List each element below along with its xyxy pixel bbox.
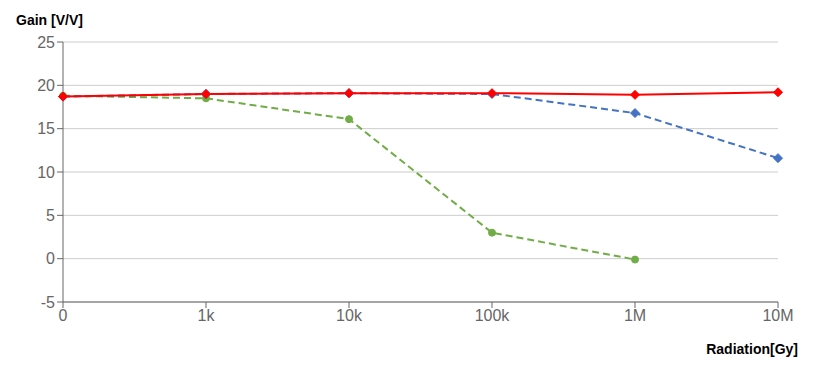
svg-text:0: 0 [46, 250, 55, 267]
svg-text:1k: 1k [198, 307, 216, 324]
svg-text:0: 0 [59, 307, 68, 324]
svg-text:10: 10 [37, 164, 55, 181]
svg-text:5: 5 [46, 207, 55, 224]
svg-text:1M: 1M [624, 307, 646, 324]
svg-text:10k: 10k [336, 307, 363, 324]
html-text:Radiation[Gy]: Radiation[Gy] [706, 341, 798, 357]
svg-text:100k: 100k [475, 307, 511, 324]
svg-text:25: 25 [37, 34, 55, 51]
svg-text:15: 15 [37, 120, 55, 137]
svg-text:-5: -5 [41, 294, 55, 311]
svg-text:20: 20 [37, 77, 55, 94]
svg-text:10M: 10M [762, 307, 793, 324]
html-text:Gain [V/V]: Gain [V/V] [16, 12, 83, 28]
